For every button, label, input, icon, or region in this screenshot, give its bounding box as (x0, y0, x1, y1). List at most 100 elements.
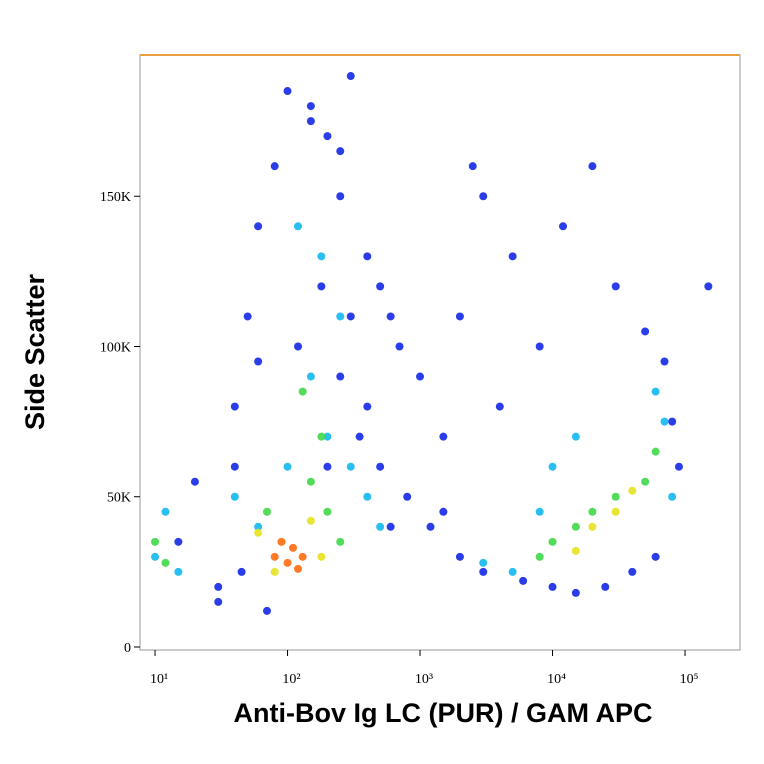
point (363, 492, 372, 501)
point (294, 222, 303, 231)
point (479, 567, 488, 576)
x-tick-label: 10⁵ (680, 672, 699, 687)
point (416, 372, 425, 381)
point (628, 567, 637, 576)
point (571, 432, 580, 441)
point (254, 222, 263, 231)
point (588, 522, 597, 531)
point (479, 192, 488, 201)
point (151, 552, 160, 561)
point (306, 102, 315, 111)
point (455, 312, 464, 321)
point (294, 564, 303, 573)
point (161, 507, 170, 516)
point (386, 312, 395, 321)
point (508, 567, 517, 576)
point (214, 582, 223, 591)
point (243, 312, 252, 321)
point (263, 507, 272, 516)
point (601, 582, 610, 591)
point (588, 162, 597, 171)
point (294, 342, 303, 351)
point (455, 552, 464, 561)
point (519, 576, 528, 585)
point (355, 432, 364, 441)
point (283, 87, 292, 96)
point (230, 462, 239, 471)
point (660, 357, 669, 366)
point (336, 312, 345, 321)
point (651, 447, 660, 456)
point (439, 432, 448, 441)
point (336, 372, 345, 381)
point (317, 252, 326, 261)
point (363, 402, 372, 411)
point (263, 606, 272, 615)
point (346, 312, 355, 321)
x-tick-label: 10³ (415, 672, 433, 687)
point (495, 402, 504, 411)
x-axis-title: Anti-Bov Ig LC (PUR) / GAM APC (234, 698, 653, 728)
point (306, 516, 315, 525)
y-tick-label: 0 (124, 641, 131, 656)
point (346, 462, 355, 471)
point (283, 462, 292, 471)
point (611, 492, 620, 501)
point (298, 387, 307, 396)
point (151, 537, 160, 546)
point (270, 552, 279, 561)
point (230, 492, 239, 501)
point (306, 117, 315, 126)
point (535, 552, 544, 561)
point (571, 522, 580, 531)
point (674, 462, 683, 471)
point (548, 537, 557, 546)
x-tick-label: 10¹ (150, 672, 168, 687)
point (376, 522, 385, 531)
point (306, 372, 315, 381)
point (660, 417, 669, 426)
point (395, 342, 404, 351)
point (468, 162, 477, 171)
point (214, 597, 223, 606)
point (230, 402, 239, 411)
point (439, 507, 448, 516)
point (298, 552, 307, 561)
point (323, 432, 332, 441)
point (174, 537, 183, 546)
point (479, 558, 488, 567)
point (403, 492, 412, 501)
point (651, 552, 660, 561)
point (277, 537, 286, 546)
point (704, 282, 713, 291)
point (588, 507, 597, 516)
point (336, 537, 345, 546)
point (376, 462, 385, 471)
point (641, 477, 650, 486)
point (254, 522, 263, 531)
point (628, 486, 637, 495)
point (668, 417, 677, 426)
point (611, 507, 620, 516)
point (641, 327, 650, 336)
point (535, 507, 544, 516)
point (174, 567, 183, 576)
point (254, 528, 263, 537)
point (363, 252, 372, 261)
point (323, 507, 332, 516)
point (270, 567, 279, 576)
y-tick-label: 100K (100, 340, 131, 355)
y-tick-label: 50K (107, 491, 131, 506)
point (161, 558, 170, 567)
point (270, 162, 279, 171)
point (283, 558, 292, 567)
point (548, 582, 557, 591)
point (611, 282, 620, 291)
point (426, 522, 435, 531)
y-tick-label: 150K (100, 190, 131, 205)
y-axis-title: Side Scatter (20, 273, 50, 430)
point (317, 282, 326, 291)
point (317, 552, 326, 561)
point (190, 477, 199, 486)
